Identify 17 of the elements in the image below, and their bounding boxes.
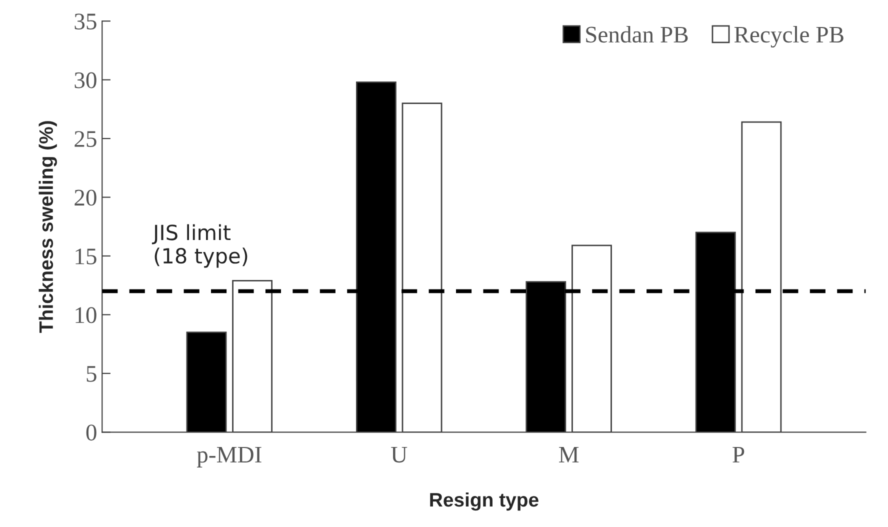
x-tick-label: U <box>391 446 408 463</box>
legend-label: Recycle PB <box>734 26 844 48</box>
y-tick-label: 15 <box>76 248 96 264</box>
y-tick-label: 20 <box>74 190 96 206</box>
y-tick-label: 35 <box>74 14 96 30</box>
x-tick-label: p-MDI <box>196 446 262 468</box>
y-tick-label: 0 <box>86 424 96 441</box>
y-tick-label: 10 <box>76 307 96 324</box>
y-tick-label: 5 <box>86 366 96 382</box>
x-tick-label: M <box>558 446 579 462</box>
y-axis-title: Thickness swelling (%) <box>38 121 57 333</box>
y-tick-label: 30 <box>74 72 96 88</box>
ref-line-label: JIS limit (18 type) <box>152 224 248 268</box>
x-tick-label: P <box>732 446 744 462</box>
x-axis-title: Resign type <box>430 492 538 511</box>
legend-label: Sendan PB <box>586 26 688 43</box>
y-tick-label: 25 <box>74 131 96 147</box>
